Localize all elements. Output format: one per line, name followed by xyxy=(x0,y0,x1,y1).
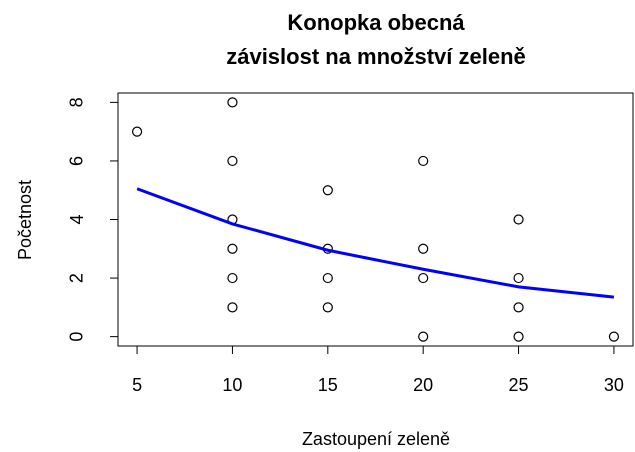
x-tick-label: 10 xyxy=(222,375,242,395)
chart-subtitle: závislost na množství zeleně xyxy=(226,44,526,69)
x-tick-label: 15 xyxy=(318,375,338,395)
point xyxy=(131,126,143,137)
chart-title: Konopka obecná xyxy=(287,10,465,35)
point xyxy=(418,155,429,167)
point xyxy=(608,331,620,342)
point xyxy=(418,331,429,342)
y-tick-label: 8 xyxy=(67,97,87,107)
point xyxy=(227,243,238,254)
point xyxy=(322,185,333,196)
y-tick-label: 4 xyxy=(67,214,87,224)
point xyxy=(227,302,238,313)
y-tick-label: 6 xyxy=(67,156,87,166)
y-tick-label: 0 xyxy=(67,332,87,342)
y-tick-label: 2 xyxy=(67,273,87,283)
x-tick-label: 5 xyxy=(132,375,142,395)
point xyxy=(227,155,238,167)
x-axis-label: Zastoupení zeleně xyxy=(302,429,450,449)
point xyxy=(322,272,333,284)
fit-line xyxy=(136,187,615,299)
point xyxy=(513,214,524,225)
point xyxy=(322,302,333,313)
x-tick-label: 20 xyxy=(413,375,433,395)
plot-box xyxy=(117,92,634,347)
point xyxy=(513,302,524,313)
x-tick-label: 30 xyxy=(604,375,624,395)
point xyxy=(513,331,524,342)
y-axis-label: Početnost xyxy=(15,180,35,260)
point xyxy=(513,272,524,284)
point xyxy=(227,97,238,108)
point xyxy=(227,272,238,284)
point xyxy=(418,272,429,284)
x-tick-label: 25 xyxy=(509,375,529,395)
point xyxy=(418,243,429,254)
